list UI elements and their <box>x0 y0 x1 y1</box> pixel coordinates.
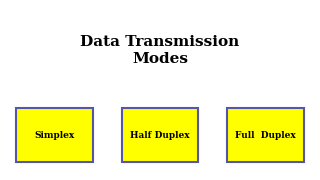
Text: Full  Duplex: Full Duplex <box>235 130 296 140</box>
Text: Simplex: Simplex <box>34 130 75 140</box>
Text: Data Transmission
Modes: Data Transmission Modes <box>80 35 240 66</box>
FancyBboxPatch shape <box>122 108 198 162</box>
Text: Half Duplex: Half Duplex <box>130 130 190 140</box>
FancyBboxPatch shape <box>16 108 93 162</box>
FancyBboxPatch shape <box>227 108 304 162</box>
